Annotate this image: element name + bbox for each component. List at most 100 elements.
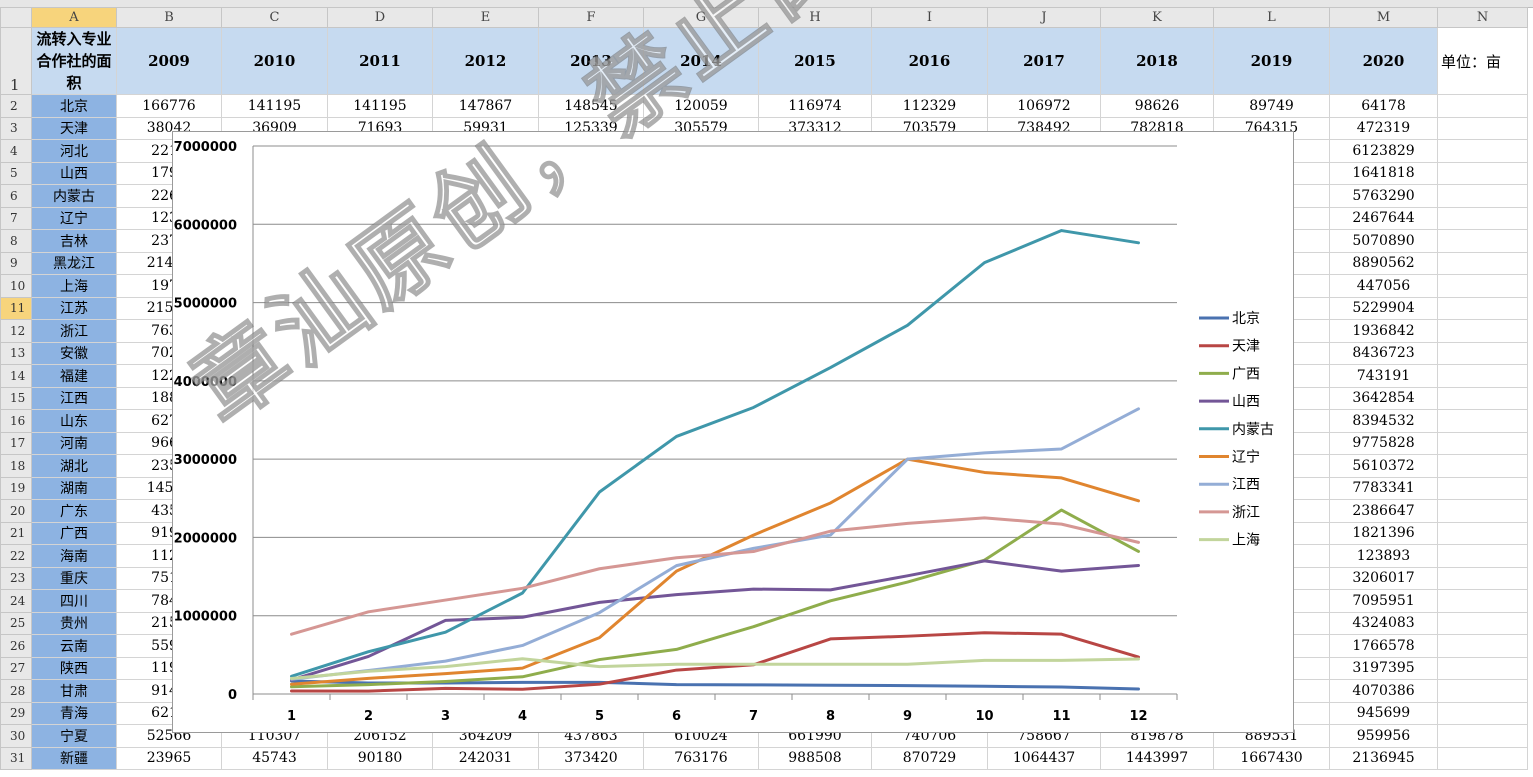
year-header-cell[interactable]: 2012 — [432, 27, 539, 95]
empty-cell[interactable] — [1437, 724, 1528, 748]
row-header[interactable]: 19 — [0, 476, 32, 500]
province-cell[interactable]: 上海 — [31, 274, 117, 298]
row-header[interactable]: 7 — [0, 206, 32, 230]
province-cell[interactable]: 重庆 — [31, 566, 117, 590]
row-header[interactable]: 12 — [0, 319, 32, 343]
data-cell[interactable]: 4324083 — [1329, 611, 1438, 635]
data-cell[interactable]: 3642854 — [1329, 386, 1438, 410]
province-cell[interactable]: 福建 — [31, 364, 117, 388]
row-header[interactable]: 26 — [0, 634, 32, 658]
province-cell[interactable]: 云南 — [31, 634, 117, 658]
data-cell[interactable]: 106972 — [987, 94, 1101, 118]
data-cell[interactable]: 8890562 — [1329, 251, 1438, 275]
empty-cell[interactable] — [1437, 161, 1528, 185]
data-cell[interactable]: 447056 — [1329, 274, 1438, 298]
row-header[interactable]: 30 — [0, 724, 32, 748]
row-header[interactable]: 29 — [0, 701, 32, 725]
line-chart[interactable]: 0 1000000 2000000 3000000 4000000 5000000 6000… — [172, 131, 1294, 733]
province-cell[interactable]: 吉林 — [31, 229, 117, 253]
province-cell[interactable]: 内蒙古 — [31, 184, 117, 208]
empty-cell[interactable] — [1437, 116, 1528, 140]
empty-cell[interactable] — [1437, 364, 1528, 388]
data-cell[interactable]: 1936842 — [1329, 319, 1438, 343]
province-cell[interactable]: 黑龙江 — [31, 251, 117, 275]
column-header-k[interactable]: K — [1100, 7, 1214, 28]
province-cell[interactable]: 贵州 — [31, 611, 117, 635]
data-cell[interactable]: 1667430 — [1213, 746, 1330, 770]
data-cell[interactable]: 98626 — [1100, 94, 1214, 118]
row-header[interactable]: 22 — [0, 544, 32, 568]
year-header-cell[interactable]: 2018 — [1100, 27, 1214, 95]
data-cell[interactable]: 5763290 — [1329, 184, 1438, 208]
header-label-cell[interactable]: 流转入专业合作社的面积 — [31, 27, 117, 95]
row-header-1[interactable]: 1 — [0, 27, 32, 95]
data-cell[interactable]: 959956 — [1329, 724, 1438, 748]
data-cell[interactable]: 116974 — [758, 94, 872, 118]
data-cell[interactable]: 945699 — [1329, 701, 1438, 725]
province-cell[interactable]: 江西 — [31, 386, 117, 410]
empty-cell[interactable] — [1437, 296, 1528, 320]
data-cell[interactable]: 8436723 — [1329, 341, 1438, 365]
row-header[interactable]: 21 — [0, 521, 32, 545]
column-header-m[interactable]: M — [1329, 7, 1438, 28]
row-header[interactable]: 20 — [0, 499, 32, 523]
column-header-a[interactable]: A — [31, 7, 117, 28]
year-header-cell[interactable]: 2014 — [643, 27, 759, 95]
data-cell[interactable]: 1821396 — [1329, 521, 1438, 545]
data-cell[interactable]: 5229904 — [1329, 296, 1438, 320]
data-cell[interactable]: 120059 — [643, 94, 759, 118]
data-cell[interactable]: 988508 — [758, 746, 872, 770]
empty-cell[interactable] — [1437, 746, 1528, 770]
data-cell[interactable]: 1064437 — [987, 746, 1101, 770]
empty-cell[interactable] — [1437, 679, 1528, 703]
row-header[interactable]: 9 — [0, 251, 32, 275]
unit-cell[interactable]: 单位：亩 — [1437, 27, 1528, 95]
empty-cell[interactable] — [1437, 409, 1528, 433]
data-cell[interactable]: 1443997 — [1100, 746, 1214, 770]
row-header[interactable]: 6 — [0, 184, 32, 208]
empty-cell[interactable] — [1437, 94, 1528, 118]
row-header[interactable]: 27 — [0, 656, 32, 680]
data-cell[interactable]: 2386647 — [1329, 499, 1438, 523]
year-header-cell[interactable]: 2020 — [1329, 27, 1438, 95]
empty-cell[interactable] — [1437, 454, 1528, 478]
empty-cell[interactable] — [1437, 386, 1528, 410]
data-cell[interactable]: 6123829 — [1329, 139, 1438, 163]
year-header-cell[interactable]: 2010 — [221, 27, 328, 95]
data-cell[interactable]: 1641818 — [1329, 161, 1438, 185]
row-header[interactable]: 4 — [0, 139, 32, 163]
row-header[interactable]: 2 — [0, 94, 32, 118]
data-cell[interactable]: 148545 — [538, 94, 644, 118]
data-cell[interactable]: 4070386 — [1329, 679, 1438, 703]
empty-cell[interactable] — [1437, 499, 1528, 523]
year-header-cell[interactable]: 2013 — [538, 27, 644, 95]
year-header-cell[interactable]: 2015 — [758, 27, 872, 95]
column-header-l[interactable]: L — [1213, 7, 1330, 28]
empty-cell[interactable] — [1437, 139, 1528, 163]
province-cell[interactable]: 山东 — [31, 409, 117, 433]
data-cell[interactable]: 870729 — [871, 746, 988, 770]
data-cell[interactable]: 123893 — [1329, 544, 1438, 568]
empty-cell[interactable] — [1437, 476, 1528, 500]
column-header-e[interactable]: E — [432, 7, 539, 28]
province-cell[interactable]: 海南 — [31, 544, 117, 568]
data-cell[interactable]: 242031 — [432, 746, 539, 770]
row-header[interactable]: 14 — [0, 364, 32, 388]
province-cell[interactable]: 湖南 — [31, 476, 117, 500]
data-cell[interactable]: 8394532 — [1329, 409, 1438, 433]
empty-cell[interactable] — [1437, 251, 1528, 275]
data-cell[interactable]: 763176 — [643, 746, 759, 770]
column-header-c[interactable]: C — [221, 7, 328, 28]
year-header-cell[interactable]: 2019 — [1213, 27, 1330, 95]
province-cell[interactable]: 天津 — [31, 116, 117, 140]
row-header[interactable]: 10 — [0, 274, 32, 298]
data-cell[interactable]: 141195 — [327, 94, 433, 118]
row-header[interactable]: 16 — [0, 409, 32, 433]
column-header-n[interactable]: N — [1437, 7, 1528, 28]
row-header[interactable]: 3 — [0, 116, 32, 140]
province-cell[interactable]: 浙江 — [31, 319, 117, 343]
data-cell[interactable]: 64178 — [1329, 94, 1438, 118]
row-header[interactable]: 25 — [0, 611, 32, 635]
empty-cell[interactable] — [1437, 341, 1528, 365]
empty-cell[interactable] — [1437, 184, 1528, 208]
